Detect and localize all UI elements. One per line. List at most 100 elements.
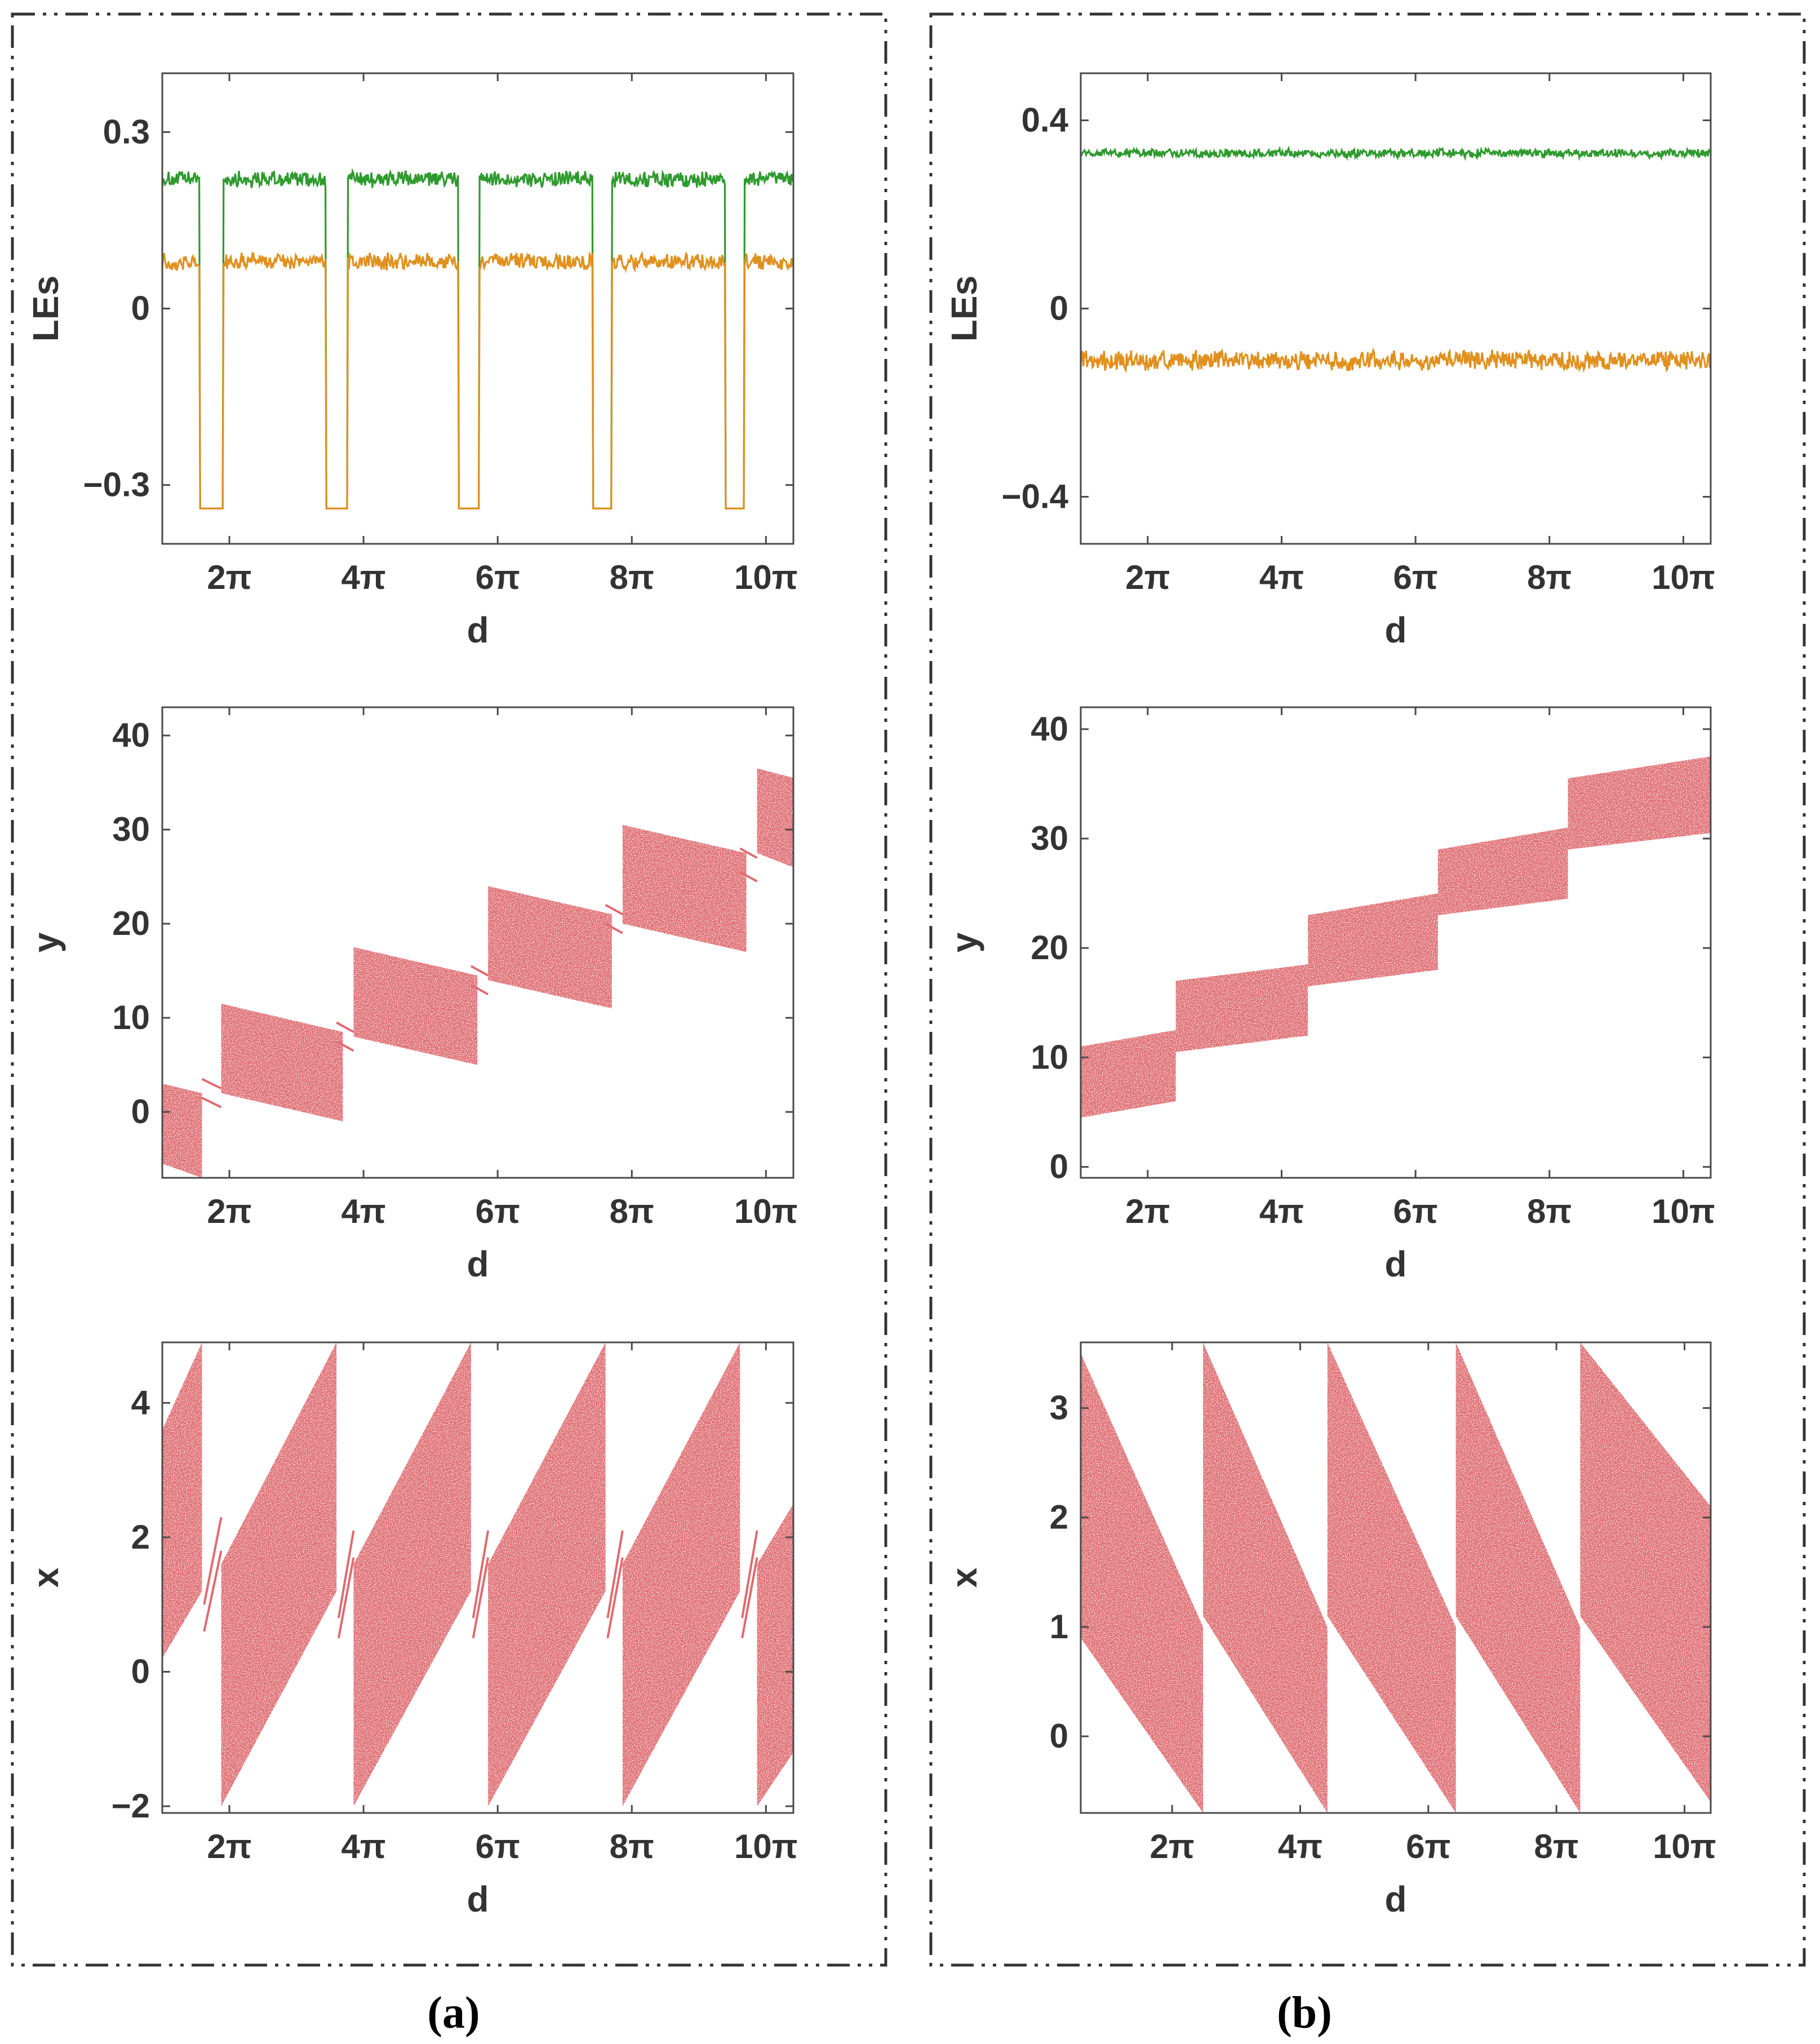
x-tick-label: 2π bbox=[1150, 1828, 1195, 1865]
y-tick-label: 10 bbox=[112, 999, 150, 1036]
x-axis-label: d bbox=[1384, 1879, 1406, 1919]
y-tick-label: 20 bbox=[1031, 929, 1068, 966]
axes-box bbox=[161, 72, 794, 545]
scatter-band-3 bbox=[1308, 893, 1438, 987]
scatter-bridge-10 bbox=[739, 847, 758, 859]
x-tick-label: 8π bbox=[1534, 1828, 1579, 1865]
scatter-band-2 bbox=[221, 1004, 343, 1121]
x-axis-label: d bbox=[1384, 610, 1406, 650]
axes-box bbox=[161, 706, 794, 1179]
x-tick-label: 10π bbox=[1653, 1828, 1716, 1865]
series-line-le1 bbox=[162, 167, 793, 510]
y-axis-label: x bbox=[944, 1567, 984, 1588]
scatter-bridge-7 bbox=[606, 1530, 624, 1619]
plot-area-a-x bbox=[162, 1342, 793, 1807]
scatter-band-3 bbox=[353, 1342, 471, 1807]
scatter-bridge-1 bbox=[203, 1517, 223, 1605]
scatter-band-6 bbox=[757, 1504, 793, 1807]
y-tick-label: 20 bbox=[112, 904, 150, 942]
y-tick-label: 0 bbox=[1050, 1717, 1068, 1755]
x-tick-label: 2π bbox=[207, 1192, 251, 1230]
y-tick-label: 2 bbox=[1050, 1498, 1068, 1536]
scatter-bridge-8 bbox=[606, 1557, 624, 1639]
x-tick-label: 2π bbox=[207, 1828, 251, 1865]
scatter-band-2 bbox=[1203, 1342, 1328, 1813]
y-axis-label: x bbox=[25, 1567, 66, 1588]
chart-a-x: 2π 4π 6π 8π 10π −2 0 2 4 d x bbox=[25, 1341, 798, 1919]
series-line-le2 bbox=[162, 250, 793, 510]
scatter-bridge-4 bbox=[337, 1557, 355, 1639]
y-tick-label: 30 bbox=[1031, 819, 1068, 857]
y-axis-label: y bbox=[944, 932, 984, 952]
scatter-band-4 bbox=[488, 886, 612, 1009]
series-line-le1 bbox=[1081, 145, 1711, 161]
x-tick-label: 4π bbox=[1278, 1828, 1322, 1865]
panel-a-frame bbox=[11, 12, 887, 1967]
x-tick-label: 6π bbox=[1393, 558, 1438, 596]
plot-area-a-les bbox=[162, 167, 793, 510]
scatter-bridge-3 bbox=[337, 1530, 355, 1619]
scatter-band-1 bbox=[1081, 1030, 1176, 1118]
y-tick-label: 10 bbox=[1031, 1038, 1068, 1076]
x-tick-label: 4π bbox=[341, 1828, 385, 1865]
scatter-band-4 bbox=[488, 1342, 606, 1807]
scatter-band-2 bbox=[1175, 964, 1308, 1052]
scatter-bridge-1 bbox=[201, 1097, 222, 1109]
scatter-bridge-10 bbox=[741, 1557, 758, 1639]
scatter-bridge-2 bbox=[203, 1550, 223, 1632]
x-tick-label: 8π bbox=[1527, 558, 1572, 596]
scatter-band-3 bbox=[1327, 1342, 1456, 1813]
x-tick-label: 4π bbox=[1259, 1192, 1304, 1230]
panel-a-label: (a) bbox=[427, 1988, 480, 2038]
scatter-bridge-5 bbox=[470, 983, 489, 996]
x-axis-label: d bbox=[1384, 1244, 1406, 1284]
scatter-band-5 bbox=[1580, 1342, 1711, 1802]
panel-b-frame bbox=[929, 12, 1806, 1967]
x-tick-label: 10π bbox=[1652, 558, 1715, 596]
x-axis-label: d bbox=[467, 1244, 489, 1284]
x-tick-label: 10π bbox=[734, 558, 798, 596]
scatter-bridge-4 bbox=[336, 1021, 354, 1033]
scatter-bridge-5 bbox=[472, 1530, 490, 1619]
y-tick-label: 40 bbox=[112, 716, 150, 754]
scatter-bridge-2 bbox=[201, 1078, 222, 1090]
y-tick-label: 40 bbox=[1031, 710, 1068, 748]
y-tick-label: 30 bbox=[112, 810, 150, 848]
scatter-band-5 bbox=[1568, 756, 1711, 850]
scatter-band-6 bbox=[757, 768, 793, 867]
plot-area-a-y bbox=[162, 768, 793, 1178]
y-tick-label: 0.4 bbox=[1022, 101, 1069, 139]
scatter-bridge-9 bbox=[741, 1530, 758, 1619]
scatter-bridge-3 bbox=[336, 1040, 354, 1052]
plot-area-b-x bbox=[1081, 1342, 1711, 1813]
y-tick-label: 0.3 bbox=[103, 113, 150, 150]
x-tick-label: 4π bbox=[1259, 558, 1304, 596]
x-tick-label: 4π bbox=[341, 1192, 385, 1230]
scatter-band-5 bbox=[622, 1342, 740, 1807]
series-line-le2 bbox=[1081, 347, 1711, 374]
x-tick-label: 2π bbox=[207, 558, 251, 596]
scatter-band-1 bbox=[162, 1084, 202, 1178]
scatter-bridge-8 bbox=[605, 903, 623, 916]
scatter-bridge-9 bbox=[739, 871, 758, 883]
x-tick-label: 10π bbox=[1652, 1192, 1715, 1230]
chart-b-x: 2π 4π 6π 8π 10π 0 1 2 3 d x bbox=[944, 1341, 1716, 1919]
chart-a-y: 2π 4π 6π 8π 10π 0 10 20 30 40 d y bbox=[25, 706, 798, 1284]
chart-b-les: 2π 4π 6π 8π 10π −0.4 0 0.4 d LEs bbox=[944, 72, 1715, 650]
axes-box bbox=[1080, 706, 1712, 1179]
scatter-bridge-6 bbox=[472, 1557, 490, 1639]
x-tick-label: 8π bbox=[610, 1192, 654, 1230]
y-tick-label: 4 bbox=[131, 1384, 150, 1421]
scatter-bridge-6 bbox=[470, 965, 489, 977]
chart-a-les: 2π 4π 6π 8π 10π −0.3 0 0.3 d LEs bbox=[25, 72, 798, 650]
x-tick-label: 2π bbox=[1125, 558, 1170, 596]
y-axis-label: y bbox=[25, 932, 66, 952]
plot-area-b-les bbox=[1081, 145, 1711, 374]
scatter-band-5 bbox=[622, 824, 747, 952]
x-tick-label: 2π bbox=[1125, 1192, 1170, 1230]
y-axis-label: LEs bbox=[25, 276, 66, 342]
x-tick-label: 10π bbox=[734, 1828, 798, 1865]
y-tick-label: 0 bbox=[1050, 1148, 1068, 1186]
scatter-band-3 bbox=[353, 947, 478, 1065]
